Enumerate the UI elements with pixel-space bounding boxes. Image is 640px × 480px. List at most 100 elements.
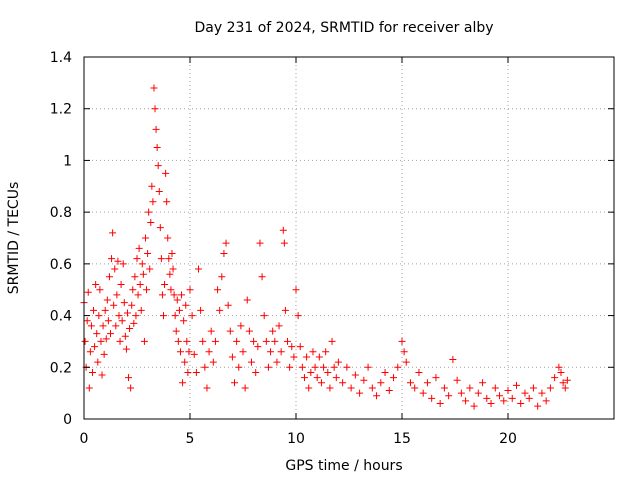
data-point [504,387,512,395]
data-point [356,389,364,397]
data-point [83,317,91,325]
plot-frame [83,56,615,420]
data-point [190,350,198,358]
data-point [192,368,200,376]
data-point [309,348,317,356]
grid [84,57,614,419]
data-point [419,389,427,397]
data-point [428,394,436,402]
data-point [88,368,96,376]
data-point [86,348,94,356]
data-point [81,337,89,345]
y-tick-label: 1.2 [50,102,72,118]
data-point [185,348,193,356]
data-point [313,374,321,382]
data-point [150,84,158,92]
data-point [436,399,444,407]
data-point [134,291,142,299]
data-point [135,244,143,252]
data-point [330,363,338,371]
data-point [182,301,190,309]
data-point [140,337,148,345]
data-point [156,224,164,232]
data-point [315,353,323,361]
data-point [121,332,129,340]
data-point [322,348,330,356]
data-point [339,379,347,387]
data-point [279,226,287,234]
data-point [243,296,251,304]
data-point [296,343,304,351]
data-point [402,358,410,366]
data-point [267,348,275,356]
data-point [211,337,219,345]
data-point [258,273,266,281]
data-point [231,379,239,387]
data-point [487,399,495,407]
x-tick-label: 20 [499,431,517,447]
data-point [138,260,146,268]
data-point [175,306,183,314]
data-point [168,250,176,258]
data-point [172,327,180,335]
data-point [201,363,209,371]
data-point [491,384,499,392]
data-point [281,306,289,314]
data-point [127,384,135,392]
data-point [170,291,178,299]
data-point [561,384,569,392]
data-point [146,265,154,273]
data-point [343,363,351,371]
data-point [320,363,328,371]
data-point [415,368,423,376]
data-point [457,389,465,397]
data-point [109,229,117,237]
x-axis-label: GPS time / hours [285,458,402,474]
data-point [235,363,243,371]
data-point [453,376,461,384]
data-point [131,273,139,281]
data-point [102,335,110,343]
data-point [534,402,542,410]
data-point [141,234,149,242]
data-point [171,312,179,320]
data-point [423,379,431,387]
x-tick-label: 15 [393,431,411,447]
data-point [555,363,563,371]
data-point [521,389,529,397]
y-tick-label: 1.4 [50,50,72,66]
data-point [347,384,355,392]
data-point [525,394,533,402]
data-point [117,281,125,289]
data-point [298,363,306,371]
data-point [97,337,105,345]
data-point [152,125,160,133]
data-point [207,327,215,335]
data-point [116,337,124,345]
data-point [110,301,118,309]
data-point [262,337,270,345]
data-point [111,265,119,273]
data-point [112,322,120,330]
data-point [271,337,279,345]
data-point [288,343,296,351]
data-point [203,384,211,392]
data-point [559,379,567,387]
data-point [311,363,319,371]
y-axis-label: SRMTID / TECUs [6,182,22,295]
data-point [529,384,537,392]
data-point [326,384,334,392]
data-point [317,379,325,387]
data-point [292,286,300,294]
data-point [179,379,187,387]
data-point [181,358,189,366]
data-point [368,384,376,392]
data-point [228,353,236,361]
data-point [411,384,419,392]
data-point [145,208,153,216]
data-point [239,348,247,356]
data-point [144,250,152,258]
data-point [155,187,163,195]
data-point [85,384,93,392]
data-point [132,312,140,320]
